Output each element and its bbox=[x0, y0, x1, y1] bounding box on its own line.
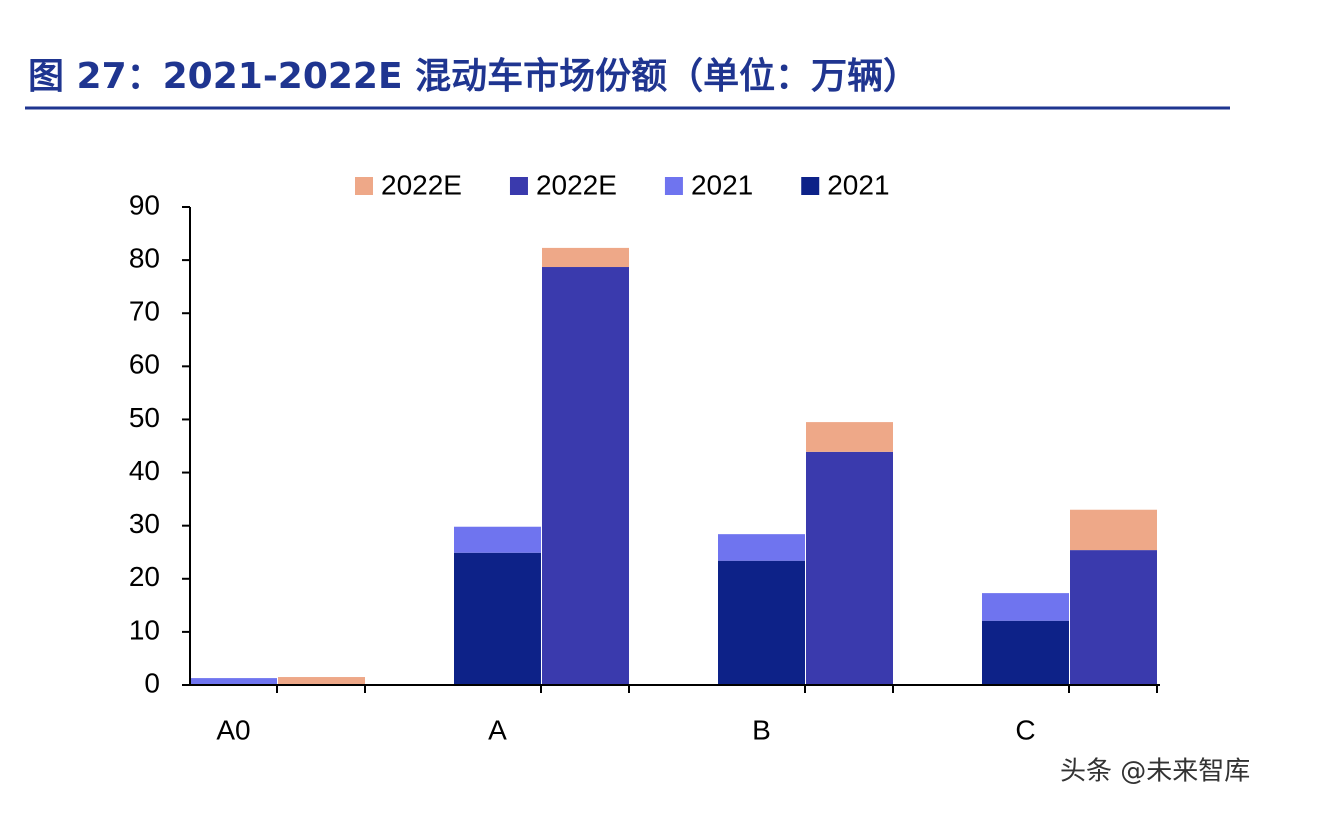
y-tick-label: 80 bbox=[129, 243, 160, 274]
bar-segment bbox=[454, 526, 541, 553]
legend-label: 2022E bbox=[536, 169, 617, 200]
x-tick-label: C bbox=[1015, 714, 1035, 745]
chart-title: 图 27：2021-2022E 混动车市场份额（单位：万辆） bbox=[28, 56, 919, 97]
y-tick-label: 30 bbox=[129, 508, 160, 539]
y-tick-label: 10 bbox=[129, 614, 160, 645]
y-tick-label: 70 bbox=[129, 296, 160, 327]
x-tick-label: A0 bbox=[216, 714, 250, 745]
x-tick-label: B bbox=[752, 714, 771, 745]
bar-segment bbox=[982, 620, 1069, 685]
bar-segment bbox=[278, 677, 365, 685]
y-tick-label: 0 bbox=[144, 667, 160, 698]
legend-swatch bbox=[801, 177, 820, 195]
bar-segment bbox=[542, 267, 629, 685]
legend-swatch bbox=[509, 177, 528, 195]
watermark: 头条 @未来智库 bbox=[1060, 757, 1250, 787]
y-tick-label: 60 bbox=[129, 349, 160, 380]
legend-swatch bbox=[355, 177, 373, 195]
y-tick-label: 50 bbox=[129, 402, 160, 433]
x-tick-label: A bbox=[488, 714, 507, 745]
bar-segment bbox=[718, 560, 805, 685]
bar-segment bbox=[190, 678, 277, 685]
legend-label: 2021 bbox=[691, 169, 753, 200]
legend-swatch bbox=[664, 177, 683, 195]
bar-segment bbox=[542, 247, 629, 268]
bar-segment bbox=[806, 451, 893, 685]
y-tick-label: 20 bbox=[129, 561, 160, 592]
y-tick-label: 40 bbox=[129, 455, 160, 486]
bar-segment bbox=[1070, 550, 1157, 685]
bar-segment bbox=[1070, 509, 1157, 551]
legend-label: 2021 bbox=[827, 169, 889, 200]
bar-segment bbox=[806, 422, 893, 452]
legend-label: 2022E bbox=[381, 169, 462, 200]
y-tick-label: 90 bbox=[129, 189, 160, 220]
bar-segment bbox=[982, 593, 1069, 621]
bar-segment bbox=[718, 534, 805, 561]
bar-segment bbox=[454, 552, 541, 685]
